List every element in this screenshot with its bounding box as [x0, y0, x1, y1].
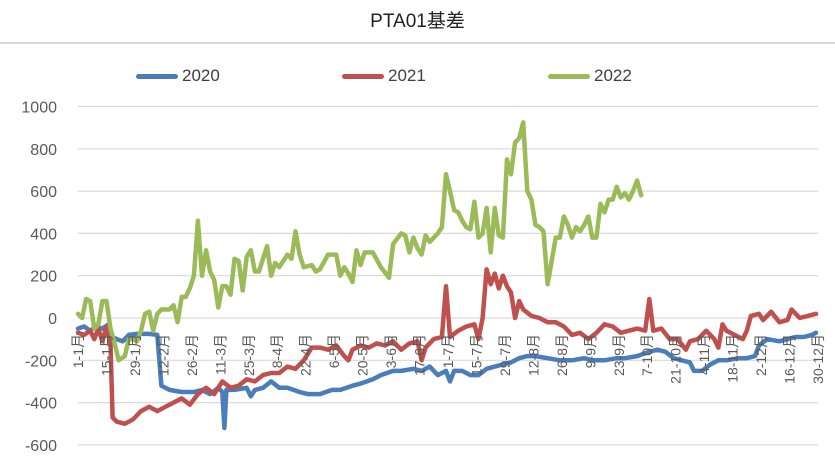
x-tick-label: 15-7月	[468, 334, 484, 376]
x-tick-label: 21-10月	[668, 334, 684, 384]
y-tick-label: -200	[25, 353, 57, 370]
x-tick-label: 26-8月	[554, 334, 570, 376]
x-tick-label: 18-11月	[725, 334, 741, 383]
x-tick-label: 26-2月	[184, 334, 200, 376]
y-tick-label: -400	[25, 396, 57, 413]
legend-swatch-2020	[136, 73, 178, 79]
series-line-2021	[75, 267, 819, 427]
legend-label-2020: 2020	[182, 66, 220, 85]
x-axis-ticks: 1-1月 15-1月 29-1月 12-2月 26-2月 11-3月 25-3月 8-4月 22…	[70, 334, 826, 384]
x-tick-label: 7-10月	[639, 334, 655, 376]
legend-swatch-2022	[548, 73, 590, 79]
x-tick-label: 30-12月	[810, 334, 826, 384]
x-tick-label: 20-5月	[355, 334, 371, 376]
y-axis-ticks: 1000 800 600 400 200 0 -200 -400 -600	[21, 100, 57, 455]
legend-swatch-2021	[342, 73, 384, 79]
chart-legend: 2020 2021 2022	[0, 64, 835, 88]
x-tick-label: 16-12月	[782, 334, 798, 384]
legend-item-2021: 2021	[342, 64, 426, 88]
series-lines	[75, 120, 819, 431]
y-tick-label: 800	[30, 142, 57, 159]
y-tick-label: 1000	[21, 100, 57, 117]
x-tick-label: 17-6月	[412, 334, 428, 376]
title-divider	[0, 42, 835, 44]
x-tick-label: 3-6月	[383, 334, 399, 368]
x-tick-label: 22-4月	[298, 334, 314, 376]
x-tick-label: 8-4月	[269, 334, 285, 368]
y-tick-label: 200	[30, 269, 57, 286]
x-tick-label: 9-9月	[582, 334, 598, 368]
y-tick-label: 0	[48, 311, 57, 328]
x-tick-label: 2-12月	[753, 334, 769, 376]
x-tick-label: 1-1月	[70, 334, 86, 368]
series-line-2020	[75, 322, 819, 431]
x-tick-label: 15-1月	[98, 334, 114, 376]
chart-title: PTA01基差	[370, 11, 465, 32]
legend-item-2022: 2022	[548, 64, 632, 88]
x-tick-label: 1-7月	[440, 334, 456, 368]
x-tick-label: 6-5月	[326, 334, 342, 368]
x-tick-label: 12-2月	[155, 334, 171, 376]
legend-item-2020: 2020	[136, 64, 220, 88]
legend-label-2022: 2022	[594, 66, 632, 85]
series-line-2022	[75, 120, 644, 363]
y-tick-label: -600	[25, 438, 57, 455]
x-tick-label: 4-11月	[696, 334, 712, 375]
x-tick-label: 23-9月	[611, 334, 627, 376]
x-tick-label: 11-3月	[212, 334, 228, 375]
x-tick-label: 29-7月	[497, 334, 513, 376]
y-tick-label: 600	[30, 184, 57, 201]
x-tick-label: 12-8月	[525, 334, 541, 376]
legend-label-2021: 2021	[388, 66, 426, 85]
x-tick-label: 25-3月	[241, 334, 257, 376]
x-tick-label: 29-1月	[127, 334, 143, 376]
y-tick-label: 400	[30, 226, 57, 243]
